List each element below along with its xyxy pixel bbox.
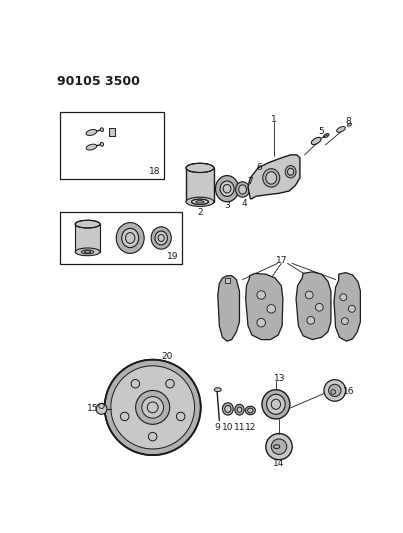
Text: 2: 2	[197, 208, 203, 217]
Ellipse shape	[186, 197, 214, 206]
Ellipse shape	[285, 166, 296, 178]
Bar	[60, 112, 164, 180]
Ellipse shape	[324, 134, 329, 138]
Text: 17: 17	[276, 256, 287, 265]
Text: 1: 1	[271, 115, 276, 124]
Text: 11: 11	[234, 423, 245, 432]
Circle shape	[96, 403, 107, 414]
Text: 9: 9	[214, 423, 220, 432]
Ellipse shape	[220, 181, 234, 196]
Circle shape	[111, 366, 195, 449]
Text: 18: 18	[149, 167, 161, 176]
Bar	[186, 168, 214, 202]
Bar	[60, 212, 182, 264]
Polygon shape	[218, 276, 239, 341]
Ellipse shape	[236, 182, 249, 197]
Circle shape	[348, 305, 355, 312]
Text: 10: 10	[222, 423, 234, 432]
Bar	[109, 128, 116, 135]
Ellipse shape	[245, 406, 256, 415]
Circle shape	[257, 290, 266, 299]
Circle shape	[148, 432, 157, 441]
Polygon shape	[225, 278, 230, 284]
Ellipse shape	[86, 130, 97, 135]
Polygon shape	[248, 155, 300, 199]
Ellipse shape	[214, 387, 221, 392]
Circle shape	[328, 384, 341, 397]
Text: 14: 14	[273, 459, 285, 468]
Circle shape	[120, 412, 129, 421]
Text: 12: 12	[245, 423, 256, 432]
Circle shape	[142, 397, 164, 418]
Text: 20: 20	[161, 352, 172, 361]
Polygon shape	[296, 272, 331, 340]
Ellipse shape	[225, 406, 231, 413]
Text: 3: 3	[224, 201, 230, 210]
Text: 6: 6	[257, 164, 262, 172]
Ellipse shape	[75, 248, 100, 256]
Circle shape	[105, 360, 201, 455]
Text: 16: 16	[343, 387, 355, 397]
Ellipse shape	[337, 126, 345, 132]
Text: 8: 8	[346, 117, 352, 126]
Ellipse shape	[222, 403, 233, 415]
Ellipse shape	[267, 394, 285, 414]
Circle shape	[341, 318, 348, 325]
Ellipse shape	[191, 199, 208, 205]
Text: 15: 15	[87, 403, 99, 413]
Ellipse shape	[235, 405, 244, 415]
Text: 90105 3500: 90105 3500	[56, 75, 139, 88]
Text: 7: 7	[247, 176, 253, 185]
Circle shape	[340, 294, 347, 301]
Ellipse shape	[151, 227, 171, 249]
Ellipse shape	[237, 407, 242, 413]
Ellipse shape	[155, 231, 167, 245]
Circle shape	[257, 318, 266, 327]
Ellipse shape	[266, 172, 277, 184]
Ellipse shape	[239, 185, 247, 194]
Polygon shape	[246, 273, 283, 340]
Circle shape	[305, 291, 313, 299]
Ellipse shape	[216, 175, 239, 202]
Ellipse shape	[247, 408, 253, 413]
Ellipse shape	[75, 220, 100, 228]
Circle shape	[166, 379, 174, 388]
Circle shape	[266, 433, 292, 460]
Text: 5: 5	[319, 127, 324, 136]
Ellipse shape	[116, 223, 144, 253]
Circle shape	[131, 379, 139, 388]
Ellipse shape	[287, 168, 294, 175]
Bar	[186, 168, 214, 202]
Circle shape	[307, 317, 315, 324]
Bar	[75, 224, 100, 252]
Text: 13: 13	[274, 374, 285, 383]
Ellipse shape	[262, 390, 290, 419]
Ellipse shape	[100, 142, 104, 146]
Ellipse shape	[347, 123, 352, 126]
Ellipse shape	[186, 163, 214, 173]
Circle shape	[324, 379, 346, 401]
Circle shape	[267, 304, 276, 313]
Ellipse shape	[86, 144, 97, 150]
Text: 19: 19	[167, 252, 179, 261]
Text: 4: 4	[241, 199, 247, 208]
Bar	[75, 224, 100, 252]
Ellipse shape	[100, 128, 104, 132]
Circle shape	[316, 303, 323, 311]
Ellipse shape	[263, 168, 280, 187]
Circle shape	[136, 391, 170, 424]
Ellipse shape	[311, 138, 321, 144]
Circle shape	[271, 439, 287, 454]
Polygon shape	[334, 273, 360, 341]
Ellipse shape	[122, 228, 139, 248]
Circle shape	[177, 412, 185, 421]
